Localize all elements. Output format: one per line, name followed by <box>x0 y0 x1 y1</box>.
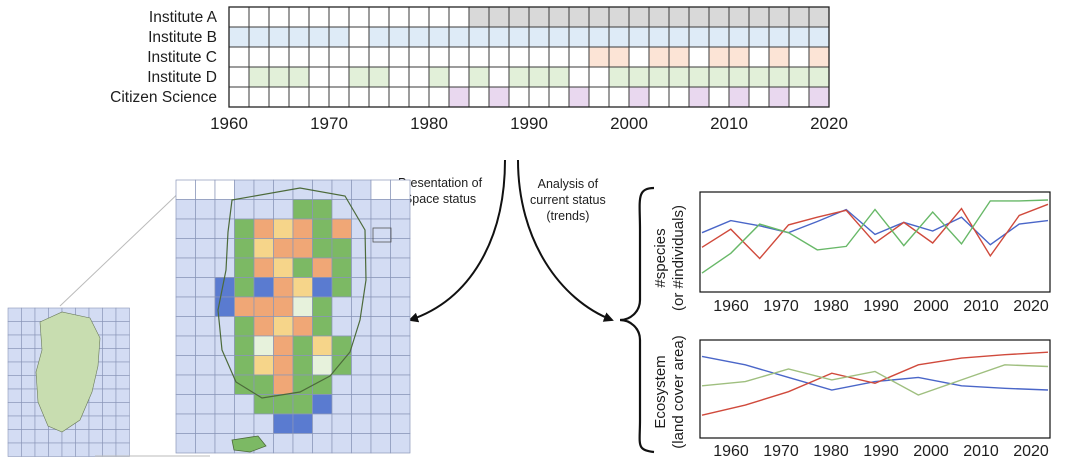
trend-note-line-2: current status <box>530 193 606 207</box>
species-ylabel-line-1: #species <box>652 228 669 288</box>
ecosystem-y-axis-label: Ecosystem (land cover area) <box>652 335 688 448</box>
space-status-note: Presentation of Space status <box>398 175 482 207</box>
row-label-institute-b: Institute B <box>148 29 217 46</box>
year-label-2010: 2010 <box>710 114 748 133</box>
ecosystem-tick-2020: 2020 <box>1013 443 1049 460</box>
species-ylabel-line-2: (or #individuals) <box>670 205 687 311</box>
timeline-frame <box>228 6 830 108</box>
island <box>231 435 267 453</box>
species-tick-2020: 2020 <box>1013 298 1049 315</box>
trend-series-line-0 <box>701 355 1049 391</box>
arrow-to-map <box>408 159 506 323</box>
row-label-institute-d: Institute D <box>147 69 217 86</box>
ecosystem-ylabel-line-2: (land cover area) <box>670 335 687 449</box>
space-note-line-1: Presentation of <box>398 176 483 190</box>
ecosystem-ylabel-line-1: Ecosystem <box>652 355 669 429</box>
year-label-1990: 1990 <box>510 114 548 133</box>
row-label-citizen-science: Citizen Science <box>110 89 217 106</box>
species-tick-1990: 1990 <box>863 298 899 315</box>
species-tick-1960: 1960 <box>713 298 749 315</box>
inset-marker <box>372 227 392 243</box>
arrow-to-trends <box>517 159 614 322</box>
overview-landmass <box>35 311 101 433</box>
trend-series-line-2 <box>701 364 1049 396</box>
species-tick-1980: 1980 <box>813 298 849 315</box>
year-label-1960: 1960 <box>210 114 248 133</box>
ecosystem-tick-1990: 1990 <box>863 443 899 460</box>
trend-series-line-0 <box>701 208 1049 246</box>
zoom-line <box>59 185 187 307</box>
year-label-1980: 1980 <box>410 114 448 133</box>
year-label-2020: 2020 <box>810 114 848 133</box>
year-label-1970: 1970 <box>310 114 348 133</box>
space-note-line-2: Space status <box>403 192 477 206</box>
trend-analysis-note: Analysis of current status (trends) <box>530 176 606 224</box>
ecosystem-tick-2010: 2010 <box>963 443 999 460</box>
trend-series-line-1 <box>701 351 1049 416</box>
species-y-axis-label: #species (or #individuals) <box>652 205 688 311</box>
ecosystem-tick-1980: 1980 <box>813 443 849 460</box>
ecosystem-tick-2000: 2000 <box>913 443 949 460</box>
year-label-2000: 2000 <box>610 114 648 133</box>
map-coastline <box>217 187 367 399</box>
trend-series-line-2 <box>701 199 1049 274</box>
ecosystem-tick-1960: 1960 <box>713 443 749 460</box>
trend-note-line-3: (trends) <box>546 209 590 223</box>
species-tick-1970: 1970 <box>763 298 799 315</box>
map-grid-cell <box>390 433 411 454</box>
ecosystem-tick-1970: 1970 <box>763 443 799 460</box>
chart-brace <box>619 186 655 454</box>
trend-series-line-1 <box>701 203 1049 260</box>
row-label-institute-a: Institute A <box>148 9 217 26</box>
species-tick-2000: 2000 <box>913 298 949 315</box>
row-label-institute-c: Institute C <box>147 49 217 66</box>
trend-note-line-1: Analysis of <box>537 177 599 191</box>
species-tick-2010: 2010 <box>963 298 999 315</box>
